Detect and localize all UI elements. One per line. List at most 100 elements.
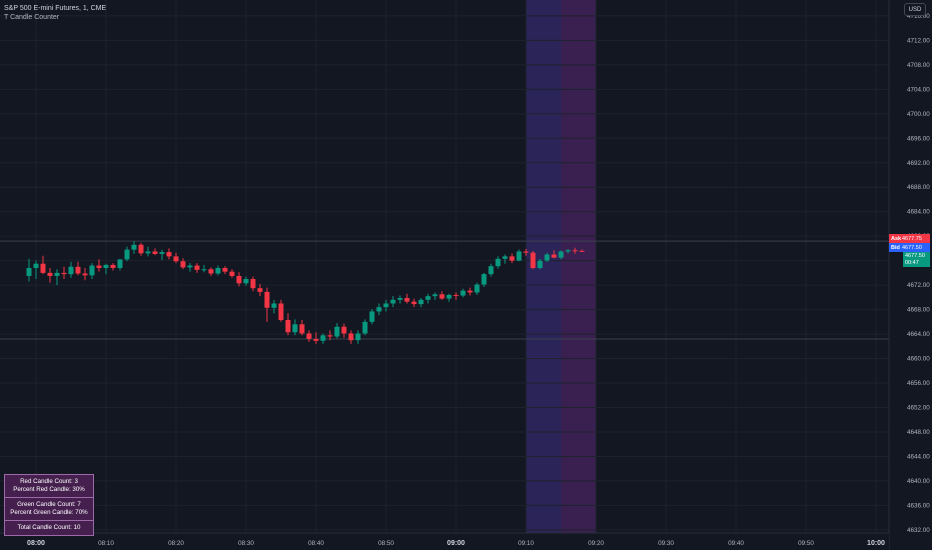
candle-body [425,296,431,300]
candle [124,246,130,262]
candle [544,252,550,262]
price-tick-label: 4656.00 [907,380,930,387]
candle-body [481,274,487,285]
time-axis[interactable] [0,533,889,550]
candle-body [362,321,368,334]
candle [131,241,137,254]
candle [110,263,116,271]
candle-body [404,297,410,302]
price-tick-label: 4716.00 [907,13,930,20]
price-tick-label: 4672.00 [907,282,930,289]
candle [411,298,417,308]
price-axis[interactable] [889,0,932,550]
candle-body [61,272,67,275]
candle-body [376,307,382,312]
red-candle-percent: Percent Red Candle: 30% [13,486,85,493]
candle-body [33,263,39,268]
candle-body [68,266,74,275]
last-price-tag: 4677.50 00:47 [903,252,930,267]
time-tick-label: 08:00 [27,540,45,547]
candle [446,293,452,302]
candle [460,288,466,298]
candle [579,249,585,252]
candle-body [579,250,585,252]
symbol-title[interactable]: S&P 500 E-mini Futures, 1, CME [4,5,107,12]
candle-body [509,256,515,261]
candle [33,260,39,280]
currency-button[interactable]: USD [904,3,926,16]
candle [152,248,158,256]
candle [313,332,319,344]
candle-body [327,335,333,337]
candle [208,267,214,276]
candle [502,254,508,264]
candle [96,259,102,272]
candle [54,269,60,286]
candle-body [278,303,284,321]
candle [159,249,165,261]
candle-body [432,294,438,297]
candle-body [306,333,312,339]
price-tick-label: 4648.00 [907,429,930,436]
candle [117,258,123,271]
candle-body [187,265,193,268]
candle [173,252,179,264]
candle-body [334,326,340,337]
candle-body [173,256,179,262]
candle-counter-panel: Red Candle Count: 3 Percent Red Candle: … [4,474,94,536]
candle [551,250,557,259]
candle [404,293,410,304]
candle [75,261,81,276]
candle [306,330,312,343]
price-tick-label: 4632.00 [907,527,930,534]
candle [236,272,242,287]
candle-body [313,338,319,341]
candle [355,330,361,344]
candle [138,242,144,256]
candle-body [516,251,522,261]
candle-body [446,294,452,299]
candle-body [355,333,361,341]
candle-body [530,252,536,268]
candle-body [89,265,95,276]
time-tick-label: 09:40 [728,540,744,547]
candle-body [558,251,564,258]
time-tick-label: 09:50 [798,540,814,547]
candle-body [26,268,32,276]
candle-body [320,335,326,341]
candle-body [383,303,389,308]
candle-body [474,284,480,293]
candle [145,246,151,257]
candle-body [467,290,473,293]
bid-price-tag: Bid 4677.50 [889,243,930,252]
candle-body [397,297,403,300]
green-candle-count: Green Candle Count: 7 [17,501,81,508]
candle [467,287,473,296]
candle [47,268,53,283]
candle-body [208,269,214,274]
candle [299,320,305,336]
red-stats-cell: Red Candle Count: 3 Percent Red Candle: … [5,475,93,498]
candle-body [299,324,305,334]
candle-body [96,265,102,268]
candle [61,266,67,280]
candle [257,283,263,297]
price-tick-label: 4684.00 [907,209,930,216]
price-tick-label: 4668.00 [907,307,930,314]
time-tick-label: 08:10 [98,540,114,547]
candle-body [215,268,221,274]
candle [40,255,46,275]
candle-body [264,291,270,308]
candle-body [82,273,88,276]
candle [222,266,228,275]
candle [537,258,543,270]
time-tick-label: 09:00 [447,540,465,547]
indicator-name[interactable]: T Candle Counter [4,14,60,21]
candle [432,292,438,300]
candle [82,268,88,281]
candle [418,297,424,308]
candle-body [75,266,81,274]
price-tick-label: 4660.00 [907,356,930,363]
price-tick-label: 4712.00 [907,37,930,44]
